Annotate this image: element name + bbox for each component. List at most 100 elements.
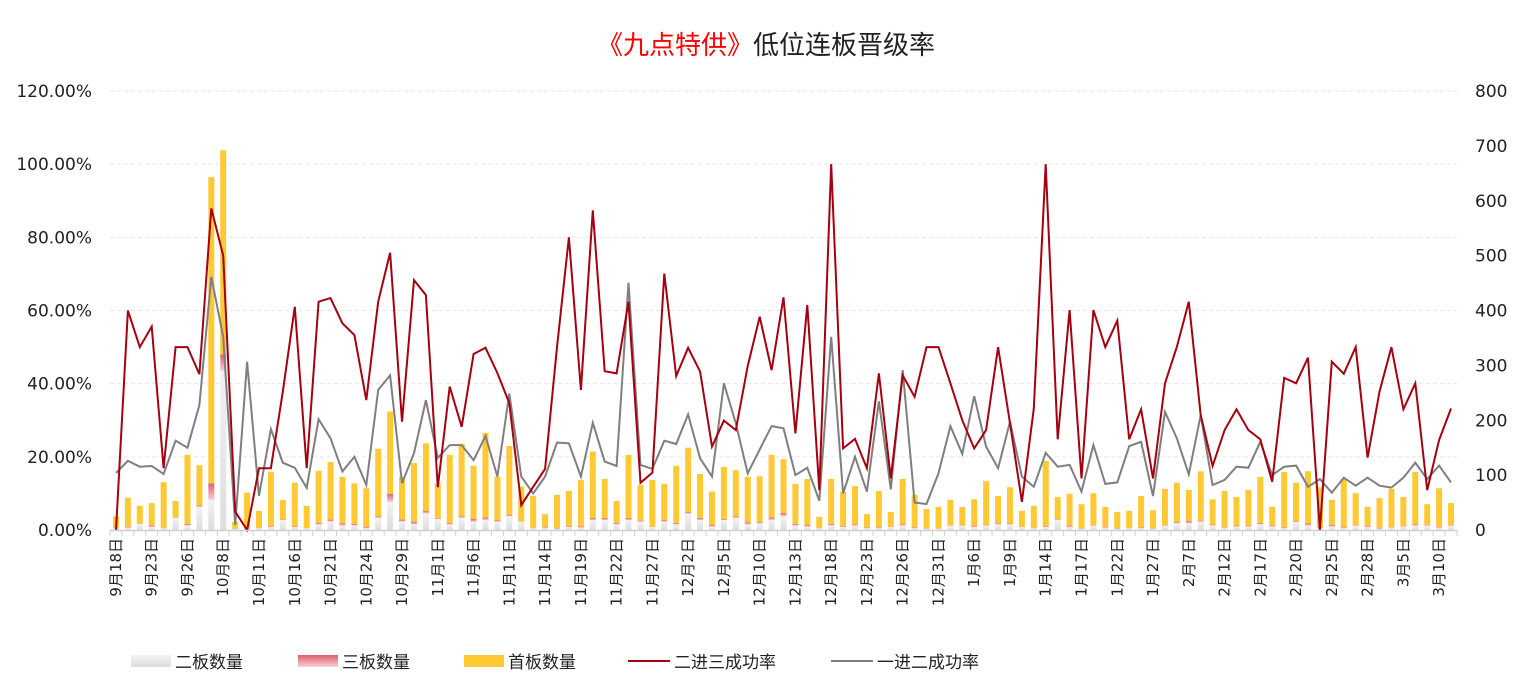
legend: 二板数量 三板数量 首板数量 二进三成功率 一进二成功率: [131, 653, 979, 673]
bar-shouban: [256, 510, 263, 528]
bar-sanban: [160, 527, 167, 529]
bar-sanban: [375, 516, 382, 518]
bar-shouban: [1138, 495, 1145, 528]
left-tick-label: 100.00%: [16, 155, 92, 175]
bar-shouban: [1054, 497, 1061, 520]
bar-sanban: [1173, 521, 1180, 524]
bar-sanban: [196, 505, 203, 507]
bar-sanban: [1388, 527, 1395, 528]
bar-erban: [828, 525, 835, 530]
bar-sanban: [816, 527, 823, 529]
x-tick-label: 10月16日: [286, 538, 304, 606]
bar-erban: [1245, 526, 1252, 530]
x-tick-label: 12月26日: [894, 538, 912, 606]
bar-sanban: [840, 526, 847, 528]
bar-sanban: [1221, 526, 1228, 528]
bar-sanban: [708, 525, 715, 527]
bar-shouban: [577, 480, 584, 527]
bar-erban: [458, 517, 465, 530]
bar-shouban: [613, 500, 620, 523]
bar-erban: [780, 516, 787, 530]
bar-sanban: [267, 526, 274, 528]
bar-sanban: [1138, 527, 1145, 529]
x-tick-label: 9月26日: [178, 538, 196, 597]
bar-shouban: [458, 443, 465, 517]
bar-sanban: [1114, 527, 1121, 529]
bar-shouban: [422, 443, 429, 511]
bar-erban: [911, 528, 918, 530]
bar-shouban: [434, 483, 441, 518]
bar-sanban: [577, 526, 584, 528]
bar-erban: [625, 520, 632, 530]
bar-shouban: [1364, 506, 1371, 527]
bar-sanban: [470, 519, 477, 522]
bar-sanban: [971, 526, 978, 528]
bar-sanban: [995, 523, 1002, 525]
bar-erban: [470, 521, 477, 530]
x-tick-label: 2月17日: [1251, 538, 1269, 597]
bar-sanban: [291, 526, 298, 528]
bar-sanban: [1066, 525, 1073, 528]
bar-sanban: [887, 526, 894, 528]
bar-erban: [136, 523, 143, 530]
bar-sanban: [828, 523, 835, 526]
bar-shouban: [601, 478, 608, 518]
bar-shouban: [1424, 504, 1431, 526]
bar-shouban: [1316, 487, 1323, 528]
x-tick-label: 12月2日: [679, 538, 697, 597]
chart-title: 《九点特供》低位连板晋级率: [597, 31, 935, 61]
bar-shouban: [1293, 482, 1300, 522]
legend-label: 二进三成功率: [674, 653, 776, 673]
bar-shouban: [852, 486, 859, 525]
bar-erban: [291, 527, 298, 530]
bar-shouban: [697, 474, 704, 518]
bar-shouban: [530, 495, 537, 528]
bar-sanban: [1257, 522, 1264, 525]
x-tick-label: 1月27日: [1144, 538, 1162, 597]
bar-shouban: [661, 483, 668, 521]
bar-sanban: [661, 520, 668, 522]
bar-erban: [959, 525, 966, 530]
bar-shouban: [339, 476, 346, 524]
bar-sanban: [780, 512, 787, 517]
x-tick-label: 11月27日: [643, 538, 661, 606]
bar-shouban: [732, 470, 739, 517]
bar-sanban: [1209, 524, 1216, 526]
x-tick-label: 2月20日: [1287, 538, 1305, 597]
bar-sanban: [422, 510, 429, 514]
bar-erban: [1173, 523, 1180, 530]
bar-sanban: [1269, 525, 1276, 527]
bar-shouban: [303, 505, 310, 528]
bar-erban: [279, 520, 286, 530]
bar-shouban: [792, 483, 799, 524]
bar-erban: [863, 528, 870, 530]
x-tick-label: 1月14日: [1037, 538, 1055, 597]
bar-erban: [1424, 525, 1431, 530]
x-tick-label: 3月5日: [1394, 538, 1412, 587]
bar-sanban: [351, 523, 358, 526]
bar-erban: [1221, 527, 1228, 530]
bar-erban: [601, 520, 608, 530]
bar-erban: [565, 527, 572, 530]
bar-sanban: [720, 519, 727, 521]
bar-sanban: [1400, 526, 1407, 527]
bar-shouban: [1161, 488, 1168, 526]
x-tick-label: 3月10日: [1430, 538, 1448, 597]
bar-erban: [744, 524, 751, 530]
bar-shouban: [995, 495, 1002, 524]
legend-swatch: [298, 655, 338, 667]
bar-erban: [399, 521, 406, 530]
bar-shouban: [1006, 487, 1013, 524]
line-yijiner: [115, 276, 1452, 525]
bar-erban: [1114, 528, 1121, 530]
bar-shouban: [1340, 478, 1347, 528]
bar-erban: [339, 525, 346, 530]
bar-sanban: [1424, 525, 1431, 526]
bar-shouban: [446, 454, 453, 523]
bar-shouban: [470, 465, 477, 520]
bar-shouban: [506, 446, 513, 515]
bar-sanban: [1161, 525, 1168, 526]
bar-erban: [649, 527, 656, 530]
bar-sanban: [256, 527, 263, 529]
bar-sanban: [899, 524, 906, 526]
